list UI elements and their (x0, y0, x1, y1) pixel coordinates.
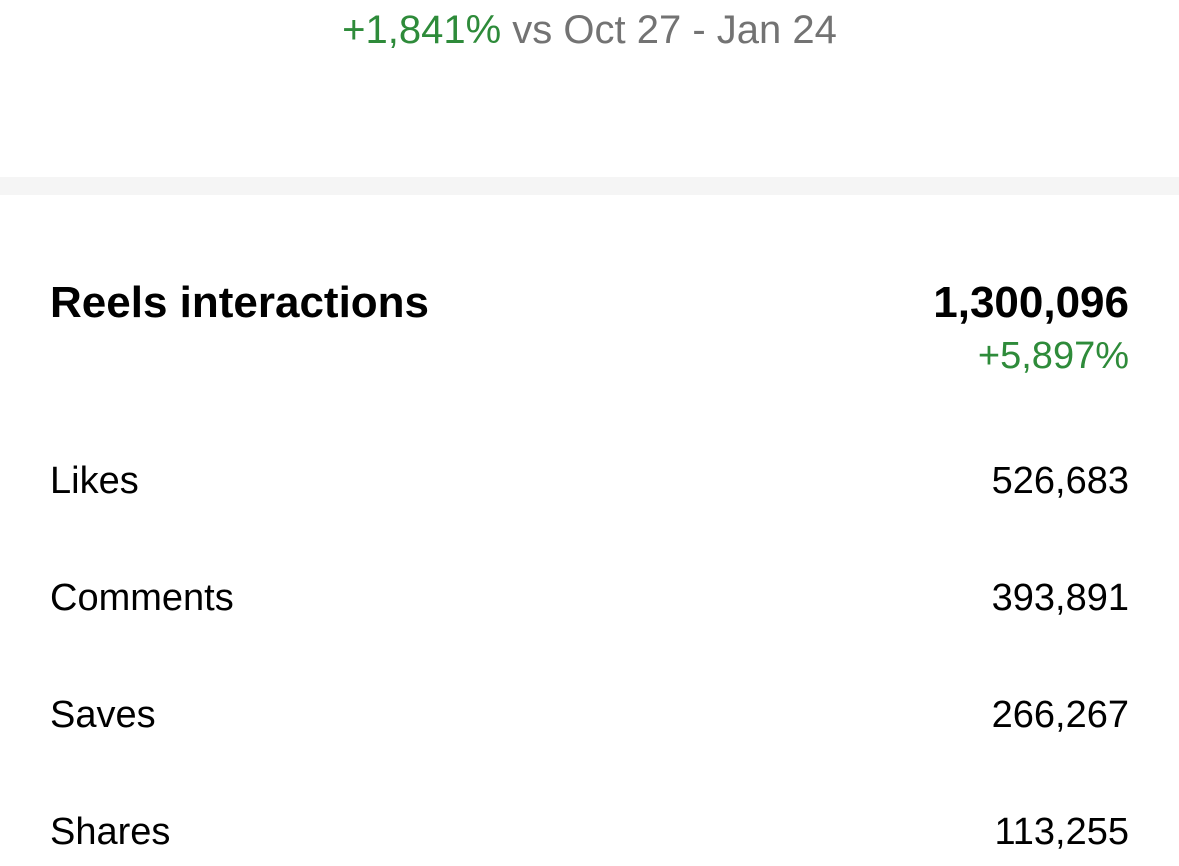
metric-row: Shares 113,255 (50, 811, 1129, 854)
change: +1,841% (342, 8, 502, 52)
metric-row: Comments 393,891 (50, 577, 1129, 620)
divider (0, 177, 1179, 195)
metric-label: Shares (50, 811, 171, 853)
metric-value: 113,255 (994, 811, 1129, 853)
header: +1,841% vs Oct 27 - Jan 24 (0, 8, 1179, 53)
metric-label: Saves (50, 694, 156, 736)
total: 1,300,096 (933, 278, 1129, 327)
metric-row: Likes 526,683 (50, 460, 1129, 503)
metric-row: Saves 266,267 (50, 694, 1129, 737)
comparison: vs Oct 27 - Jan 24 (512, 8, 837, 52)
metric-value: 266,267 (991, 694, 1129, 736)
total-change: +5,897% (977, 335, 1129, 377)
metric-label: Likes (50, 460, 139, 502)
metric-value: 526,683 (991, 460, 1129, 502)
metric-label: Comments (50, 577, 234, 619)
metric-value: 393,891 (991, 577, 1129, 619)
section-title: Reels interactions (50, 278, 430, 327)
